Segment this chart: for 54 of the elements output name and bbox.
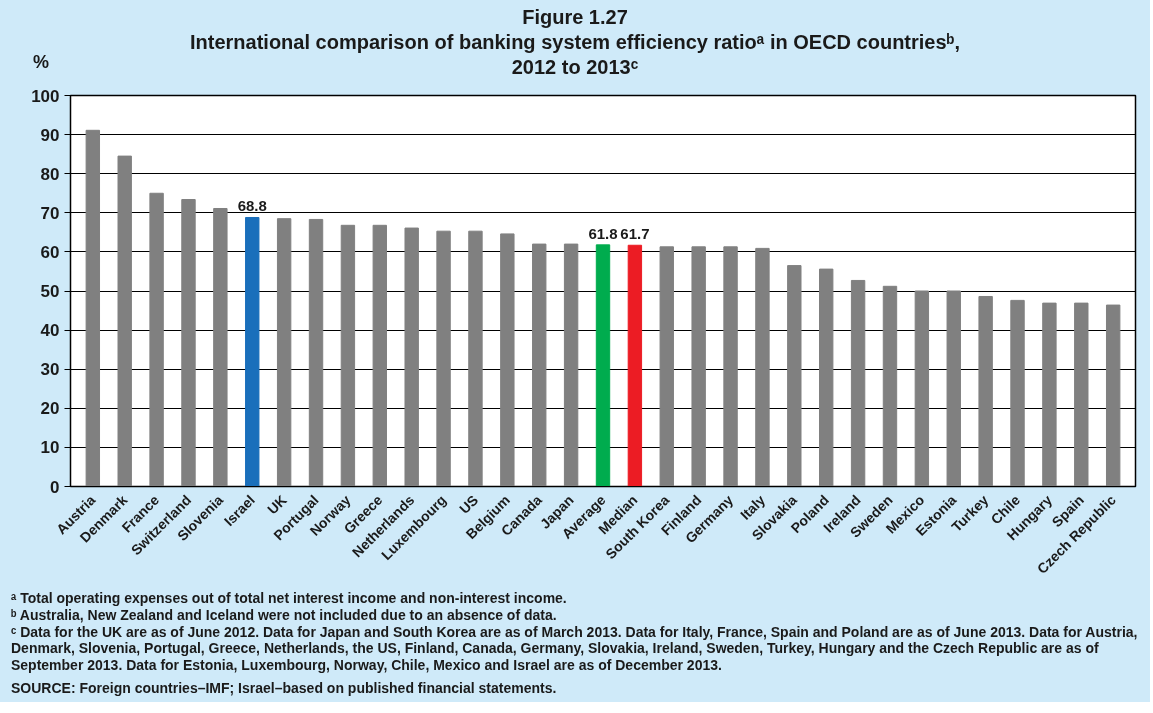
y-tick-label: 40 bbox=[40, 321, 60, 341]
y-tick-label: 70 bbox=[40, 203, 60, 223]
text: ᵃ Total operating expenses out of total net interest income and non-interest income. bbox=[11, 590, 568, 607]
bar bbox=[532, 243, 547, 487]
y-tick-label: 50 bbox=[40, 282, 60, 301]
y-tick-label: 10 bbox=[40, 438, 60, 458]
bar bbox=[1074, 302, 1089, 487]
bar bbox=[500, 233, 515, 487]
data-label: 61.8 bbox=[588, 224, 618, 242]
bar bbox=[372, 224, 387, 487]
data-label: 68.8 bbox=[237, 197, 267, 215]
bar bbox=[1105, 304, 1121, 487]
bar bbox=[468, 230, 483, 487]
text: ᶜ Data for the UK are as of June 2012. Data for Japan and South Korea are as of March 2013. Data for Italy, France, Spain and Poland are as of June 2013. Data for Austria, Denmark, Slovenia, Portugal, Greece, Netherlands, the US, Finland, Canada, Germany, Slovakia, Ireland, Sweden, Turkey, Hungary and the Czech Republic are as of September 2013. Data for Estonia, Luxembourg, Norway, Chile, Mexico and Israel are as of December 2013. bbox=[11, 623, 1139, 674]
bar bbox=[691, 246, 706, 487]
source-note: SOURCE: Foreign countries–IMF; Israel–based on published financial statements. bbox=[11, 679, 558, 697]
y-tick-label: 60 bbox=[40, 242, 60, 262]
bar bbox=[245, 216, 260, 487]
bar bbox=[946, 290, 961, 487]
bar bbox=[563, 243, 579, 487]
bar bbox=[755, 247, 770, 487]
bar bbox=[213, 208, 228, 487]
bar bbox=[436, 230, 451, 487]
bar bbox=[595, 244, 611, 487]
bar bbox=[627, 244, 643, 487]
bar bbox=[404, 227, 419, 487]
bar bbox=[914, 290, 930, 487]
bar bbox=[85, 129, 101, 487]
y-tick-label: 30 bbox=[40, 360, 60, 380]
bar bbox=[659, 246, 674, 487]
y-tick-label: 90 bbox=[40, 125, 60, 145]
y-tick-label: 80 bbox=[40, 164, 60, 184]
chart-title: Figure 1.27 bbox=[521, 5, 629, 30]
bar bbox=[882, 285, 898, 487]
bar bbox=[787, 265, 802, 487]
chart-subtitle: International comparison of banking system efficiency ratioᵃ in OECD countriesᵇ, 2012 to 2013ᶜ bbox=[190, 30, 960, 80]
bar bbox=[149, 192, 164, 487]
text: ᵇ Australia, New Zealand and Iceland were not included due to an absence of data. bbox=[11, 606, 558, 624]
bar bbox=[1010, 299, 1025, 487]
bar bbox=[117, 155, 132, 487]
y-tick-label: 100 bbox=[31, 86, 60, 106]
y-tick-label: 20 bbox=[40, 399, 60, 419]
bar bbox=[340, 224, 356, 487]
y-axis-title: % bbox=[33, 51, 50, 74]
bar bbox=[1042, 302, 1057, 487]
bar bbox=[276, 218, 292, 487]
bar bbox=[181, 199, 196, 487]
y-tick-label: 0 bbox=[50, 477, 60, 497]
bar bbox=[308, 218, 324, 487]
bar bbox=[978, 295, 993, 487]
bar bbox=[723, 246, 738, 487]
data-label: 61.7 bbox=[620, 225, 650, 243]
bar bbox=[850, 279, 866, 487]
bar bbox=[819, 268, 834, 487]
